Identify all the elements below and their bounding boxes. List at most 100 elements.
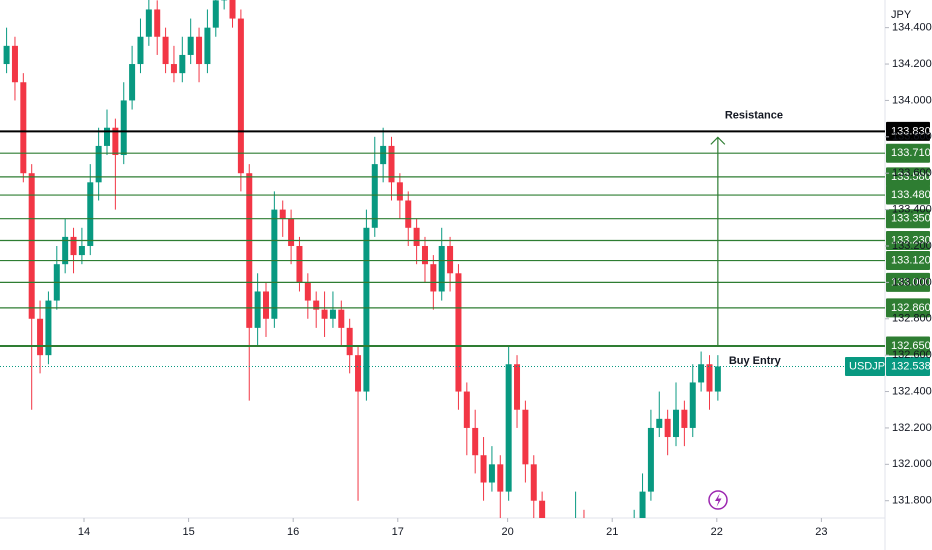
candle-body — [254, 291, 261, 328]
candle-body — [304, 282, 311, 301]
candle-body — [45, 300, 52, 356]
candle-body — [430, 264, 437, 292]
candle-body — [154, 9, 161, 37]
y-tick-label: 132.400 — [892, 385, 932, 397]
overlay: 133.710 133.580 133.480 133.350 133.230 133.1… — [0, 109, 931, 376]
candle-body — [288, 218, 295, 246]
entry-text: Buy Entry — [729, 355, 782, 367]
level-box — [886, 251, 930, 271]
candle-body — [396, 182, 403, 201]
candle-body — [70, 236, 77, 256]
candle-body — [438, 245, 445, 292]
y-tick-label: 132.000 — [892, 458, 932, 470]
candle-body — [472, 427, 479, 456]
y-tick-label: 133.800 — [892, 131, 932, 143]
candle-body — [62, 236, 69, 265]
candle-body — [179, 54, 186, 74]
candle-body — [313, 300, 320, 310]
candle-body — [338, 309, 345, 328]
entry-label: 132.650 — [891, 340, 931, 352]
y-tick-label: 134.400 — [892, 22, 932, 34]
level-box — [886, 209, 930, 229]
level-box — [886, 185, 930, 205]
candle-body — [246, 173, 253, 328]
alert-icon — [708, 490, 728, 510]
candle-body — [78, 245, 85, 256]
x-tick-label: 14 — [78, 526, 90, 538]
candle-body — [463, 391, 470, 428]
candle-body — [488, 464, 495, 483]
candle-body — [162, 36, 169, 65]
candle-body — [137, 36, 144, 65]
candle-body — [170, 64, 177, 74]
candle-body — [212, 0, 219, 28]
candle-body — [355, 355, 362, 392]
candle-body — [673, 409, 680, 438]
candle-body — [37, 318, 44, 356]
x-tick-label: 16 — [287, 526, 299, 538]
currency-label: JPY — [891, 9, 912, 21]
target-arrowhead — [710, 136, 726, 145]
candle-body — [664, 418, 671, 438]
y-tick-label: 132.200 — [892, 422, 932, 434]
candle-body — [279, 209, 286, 219]
candle-body — [346, 327, 353, 356]
level-box — [886, 272, 930, 292]
candle-body — [505, 364, 512, 492]
level-label: 133.580 — [891, 171, 931, 183]
candle-body — [689, 382, 696, 428]
candle-body — [129, 64, 136, 101]
resistance-box — [886, 121, 930, 141]
candle-body — [95, 145, 102, 183]
candle-body — [187, 36, 194, 55]
level-label: 133.230 — [891, 234, 931, 246]
candle-body — [262, 291, 269, 319]
candle-body — [321, 309, 328, 319]
y-tick-label: 131.800 — [892, 495, 932, 507]
symbol-label: USDJPY — [849, 360, 893, 372]
level-label: 133.120 — [891, 254, 931, 266]
resistance-label: 133.830 — [891, 125, 931, 137]
candle-body — [363, 227, 370, 392]
candle-body — [405, 200, 412, 228]
level-box — [886, 298, 930, 318]
candle-body — [329, 309, 336, 319]
candle-body — [522, 409, 529, 465]
x-tick-label: 20 — [501, 526, 513, 538]
level-label: 132.860 — [891, 302, 931, 314]
candle-body — [296, 245, 303, 283]
candle-body — [388, 145, 395, 183]
level-box — [886, 167, 930, 187]
candle-body — [237, 18, 244, 174]
level-label: 133.480 — [891, 189, 931, 201]
level-label: 133.000 — [891, 276, 931, 288]
x-tick-label: 15 — [182, 526, 194, 538]
level-label: 133.710 — [891, 147, 931, 159]
y-tick-label: 134.200 — [892, 58, 932, 70]
candle-body — [196, 36, 203, 65]
y-tick-label: 134.000 — [892, 94, 932, 106]
candle-body — [514, 364, 521, 410]
candle-body — [681, 409, 688, 428]
candle-body — [714, 366, 721, 392]
x-tick-label: 21 — [606, 526, 618, 538]
candle-body — [530, 464, 537, 501]
candle-body — [145, 9, 152, 37]
candle-body — [229, 0, 236, 19]
y-tick-label: 133.200 — [892, 240, 932, 252]
candle-body — [413, 227, 420, 246]
candle-body — [447, 245, 454, 274]
candle-body — [204, 27, 211, 65]
candle-body — [455, 273, 462, 392]
candle-body — [421, 245, 428, 265]
candle-body — [380, 145, 387, 165]
candle-body — [104, 127, 111, 146]
y-tick-label: 132.600 — [892, 349, 932, 361]
level-label: 133.350 — [891, 213, 931, 225]
y-tick-label: 133.600 — [892, 167, 932, 179]
candle-body — [539, 500, 546, 518]
candle-body — [120, 100, 127, 156]
candle-body — [11, 45, 18, 83]
candle-body — [371, 164, 378, 228]
